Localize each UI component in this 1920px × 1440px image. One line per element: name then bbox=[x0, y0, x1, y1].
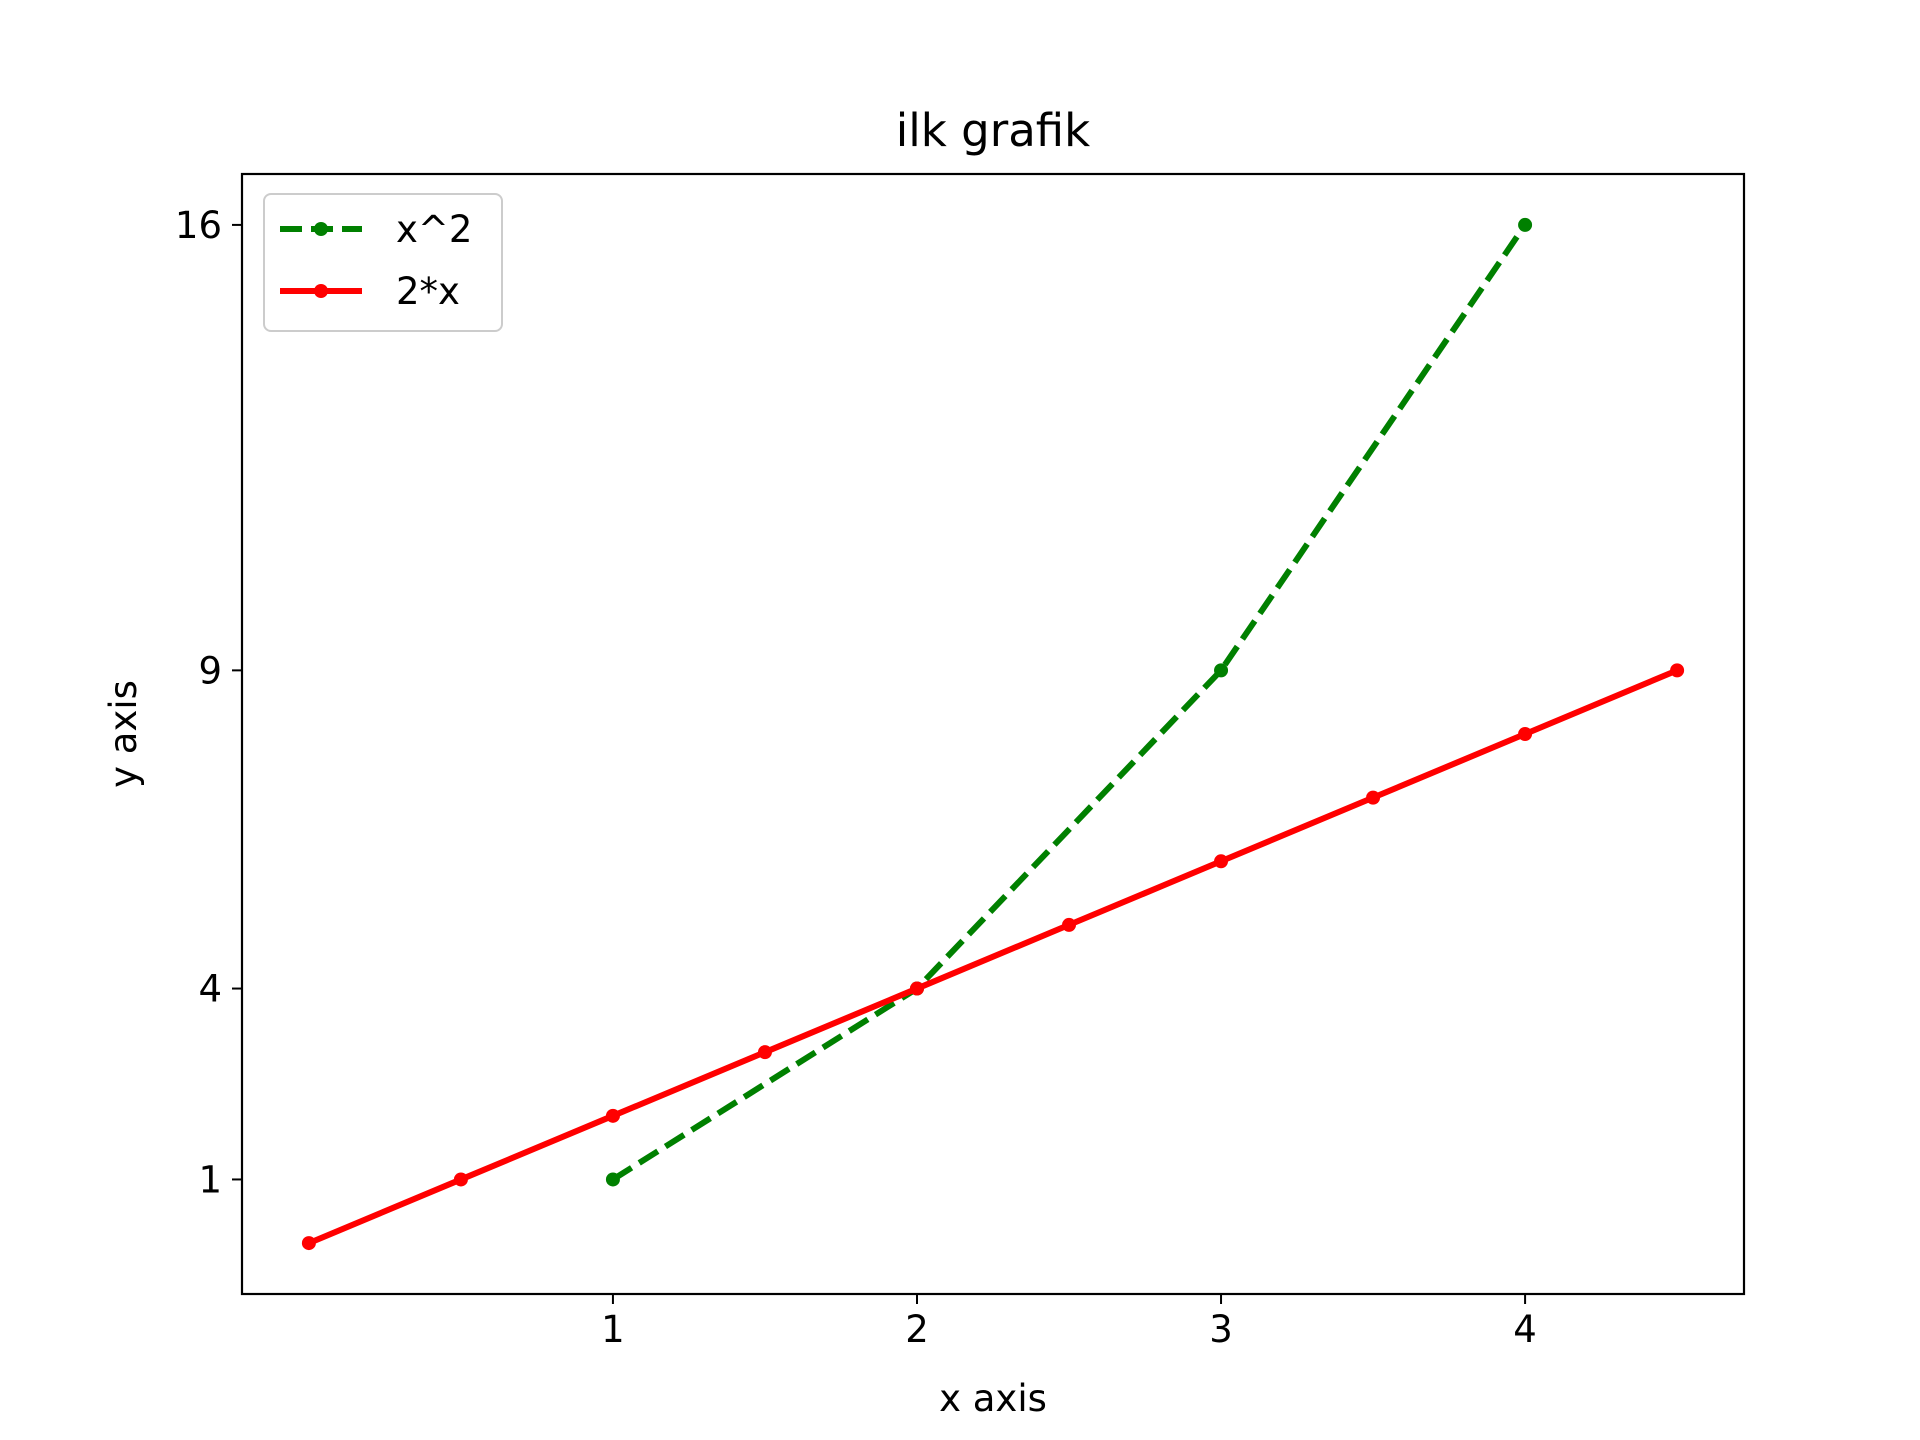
y-tick-label: 4 bbox=[198, 968, 222, 1011]
series-1-point bbox=[1518, 727, 1533, 741]
series-1-point bbox=[301, 1236, 316, 1251]
series-1-point bbox=[757, 1045, 772, 1060]
chart-title: ilk grafik bbox=[896, 104, 1090, 157]
legend-label-x-squared: x^2 bbox=[396, 208, 472, 251]
series-0-point bbox=[1518, 217, 1533, 232]
legend: x^2 2*x bbox=[263, 193, 503, 332]
axis-ticks: 1 2 3 4 1 4 9 16 bbox=[175, 204, 1537, 1351]
series-1-point bbox=[1062, 917, 1077, 932]
y-tick-label: 16 bbox=[175, 204, 222, 247]
plot-frame bbox=[240, 172, 1746, 1296]
series-1-point bbox=[1366, 790, 1381, 805]
legend-label-two-x: 2*x bbox=[396, 270, 460, 313]
series-1-point bbox=[1214, 854, 1229, 869]
x-tick-label: 1 bbox=[601, 1308, 625, 1351]
series-line-1 bbox=[307, 667, 1679, 1246]
x-tick-label: 3 bbox=[1209, 1308, 1233, 1351]
plot-area bbox=[301, 217, 1685, 1251]
series-1-point bbox=[1670, 663, 1685, 678]
series-line-0 bbox=[611, 223, 1528, 1182]
x-tick-label: 4 bbox=[1513, 1308, 1537, 1351]
y-tick-label: 1 bbox=[198, 1158, 222, 1201]
legend-marker-two-x bbox=[314, 284, 328, 298]
series-1-point bbox=[453, 1172, 468, 1187]
y-axis-label: y axis bbox=[102, 680, 145, 788]
legend-marker-x-squared bbox=[314, 222, 328, 236]
y-tick-label: 9 bbox=[198, 649, 222, 692]
series-1-point bbox=[605, 1108, 620, 1123]
series-0-point bbox=[1214, 663, 1229, 678]
series-0-point bbox=[605, 1172, 620, 1187]
series-1-point bbox=[909, 981, 924, 996]
x-tick-label: 2 bbox=[905, 1308, 929, 1351]
x-axis-label: x axis bbox=[939, 1377, 1047, 1420]
